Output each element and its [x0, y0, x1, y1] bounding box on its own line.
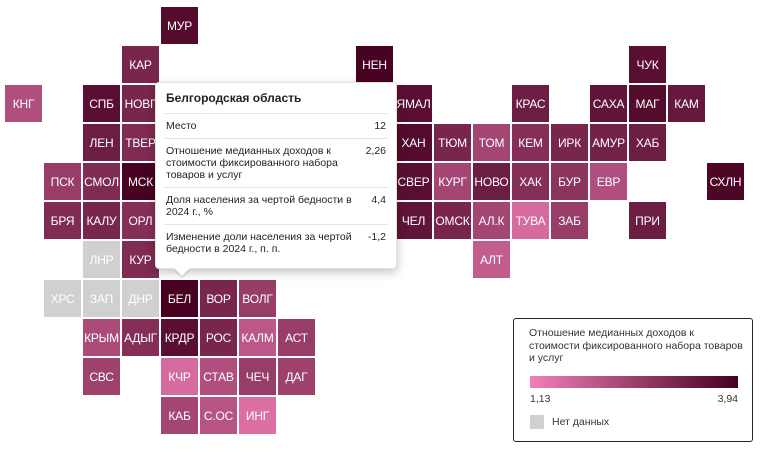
region-tile[interactable]: СВС	[83, 358, 120, 395]
legend-title: Отношение медианных доходов к стоимости …	[529, 327, 743, 364]
tooltip-row-value: 2,26	[365, 145, 386, 157]
region-tile[interactable]: ДНР	[122, 280, 159, 317]
legend-nodata-swatch	[530, 415, 544, 429]
region-tile[interactable]: КНГ	[5, 85, 42, 122]
tooltip-row-poverty-change: Изменение доли населения за чертой бедно…	[164, 224, 388, 261]
tooltip-row-label: Отношение медианных доходов к стоимости …	[166, 145, 338, 181]
legend-max-label: 3,94	[717, 393, 738, 405]
legend-nodata-label: Нет данных	[552, 416, 610, 428]
color-legend: Отношение медианных доходов к стоимости …	[513, 318, 753, 442]
region-tile[interactable]: ЧУК	[629, 46, 666, 83]
region-tile[interactable]: ЕВР	[590, 163, 627, 200]
region-tile[interactable]: ОМСК	[434, 202, 471, 239]
tooltip-row-label: Изменение доли населения за чертой бедно…	[166, 231, 352, 255]
region-tile[interactable]: ВОР	[200, 280, 237, 317]
tooltip-row-poverty-share: Доля населения за чертой бедности в 2024…	[164, 187, 388, 224]
region-tile[interactable]: МАГ	[629, 85, 666, 122]
region-tile[interactable]: СВЕР	[395, 163, 432, 200]
tooltip-row-income-ratio: Отношение медианных доходов к стоимости …	[164, 138, 388, 187]
region-tile[interactable]: ДАГ	[278, 358, 315, 395]
region-tile[interactable]: КАЛУ	[83, 202, 120, 239]
region-tile[interactable]: АМУР	[590, 124, 627, 161]
region-tile[interactable]: БРЯ	[44, 202, 81, 239]
region-tile[interactable]: ЛЕН	[83, 124, 120, 161]
region-tile[interactable]: МСК	[122, 163, 159, 200]
region-tile[interactable]: КУР	[122, 241, 159, 278]
region-tile[interactable]: ХАК	[512, 163, 549, 200]
tooltip-pointer	[174, 268, 190, 276]
region-tile[interactable]: АЛ.К	[473, 202, 510, 239]
legend-min-label: 1,13	[530, 393, 551, 405]
region-tile[interactable]: КАБ	[161, 397, 198, 434]
region-tile[interactable]: ТОМ	[473, 124, 510, 161]
region-tile[interactable]: СХЛН	[707, 163, 744, 200]
region-tile[interactable]: ЧЕЛ	[395, 202, 432, 239]
region-tile[interactable]: КАМ	[668, 85, 705, 122]
region-tile[interactable]: СТАВ	[200, 358, 237, 395]
region-tile[interactable]: ОРЛ	[122, 202, 159, 239]
region-tile[interactable]: ХРС	[44, 280, 81, 317]
region-tile[interactable]: АЛТ	[473, 241, 510, 278]
region-tile[interactable]: ЗАБ	[551, 202, 588, 239]
tooltip-row-label: Место	[166, 120, 197, 132]
region-tile[interactable]: КЕМ	[512, 124, 549, 161]
region-tile[interactable]: ТВЕР	[122, 124, 159, 161]
region-tile[interactable]: КАЛМ	[239, 319, 276, 356]
region-tile[interactable]: БУР	[551, 163, 588, 200]
region-tile[interactable]: НОВГ	[122, 85, 159, 122]
region-tile[interactable]: КРЫМ	[83, 319, 120, 356]
region-tile[interactable]: СПБ	[83, 85, 120, 122]
tooltip-row-value: 12	[374, 120, 386, 132]
region-tile[interactable]: ХАН	[395, 124, 432, 161]
legend-gradient-bar	[530, 376, 738, 388]
tooltip-row-value: -1,2	[367, 231, 386, 243]
region-tile[interactable]: ЧЕЧ	[239, 358, 276, 395]
region-tile[interactable]: ЗАП	[83, 280, 120, 317]
region-tile[interactable]: КЧР	[161, 358, 198, 395]
region-tile[interactable]: САХА	[590, 85, 627, 122]
region-tile[interactable]: КУРГ	[434, 163, 471, 200]
region-tile[interactable]: ХАБ	[629, 124, 666, 161]
tooltip-row-value: 4,4	[371, 194, 386, 206]
region-tile[interactable]: С.ОС	[200, 397, 237, 434]
tooltip-row-rank: Место 12	[164, 113, 388, 138]
region-tile[interactable]: ИНГ	[239, 397, 276, 434]
region-tile[interactable]: АДЫГ	[122, 319, 159, 356]
tooltip-rows: Место 12 Отношение медианных доходов к с…	[164, 113, 388, 261]
tooltip-title: Белгородская область	[166, 91, 302, 105]
region-tile[interactable]: АСТ	[278, 319, 315, 356]
region-tile[interactable]: КРДР	[161, 319, 198, 356]
region-tile[interactable]: НЕН	[356, 46, 393, 83]
region-tile[interactable]: ТЮМ	[434, 124, 471, 161]
region-tile[interactable]: ЛНР	[83, 241, 120, 278]
region-tile[interactable]: ПРИ	[629, 202, 666, 239]
region-tile[interactable]: МУР	[161, 7, 198, 44]
region-tooltip: Белгородская область Место 12 Отношение …	[155, 82, 397, 269]
region-tile[interactable]: КАР	[122, 46, 159, 83]
region-tile[interactable]: ВОЛГ	[239, 280, 276, 317]
region-tile[interactable]: БЕЛ	[160, 279, 199, 318]
region-tile[interactable]: КРАС	[512, 85, 549, 122]
region-tile[interactable]: ЯМАЛ	[395, 85, 432, 122]
region-tile[interactable]: ИРК	[551, 124, 588, 161]
tooltip-row-label: Доля населения за чертой бедности в 2024…	[166, 194, 352, 218]
region-tile[interactable]: НОВО	[473, 163, 510, 200]
region-tile[interactable]: СМОЛ	[83, 163, 120, 200]
region-tile[interactable]: ПСК	[44, 163, 81, 200]
region-tile[interactable]: РОС	[200, 319, 237, 356]
region-tile[interactable]: ТУВА	[512, 202, 549, 239]
